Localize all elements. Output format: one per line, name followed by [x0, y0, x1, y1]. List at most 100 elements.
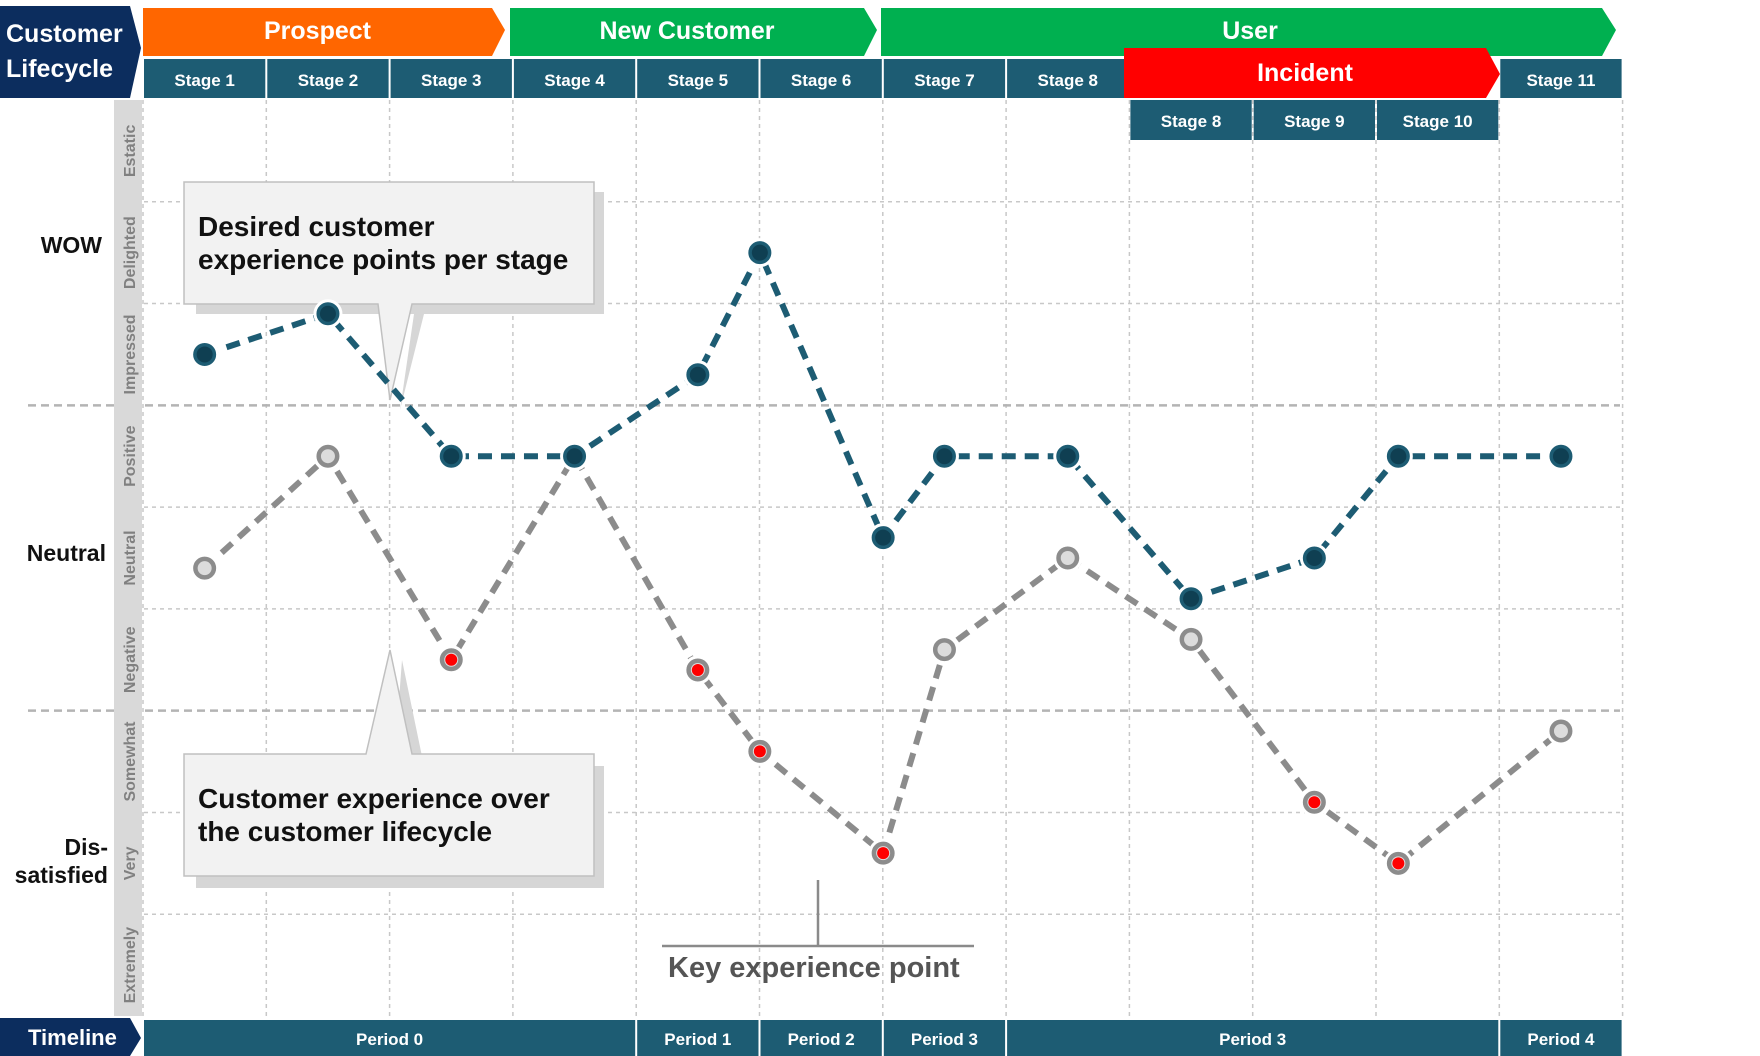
key-point-pointer — [662, 880, 974, 948]
phase-incident — [1124, 48, 1500, 98]
period-label: Period 1 — [664, 1030, 731, 1049]
scale-level-neutral: Neutral — [122, 530, 139, 585]
period-label: Period 0 — [356, 1030, 423, 1049]
data-point-inner — [875, 529, 892, 546]
incident-stage-box — [1253, 100, 1375, 140]
scale-level-delighted: Delighted — [122, 216, 139, 289]
callout-experience-line2: the customer lifecycle — [198, 816, 493, 847]
data-point-inner — [751, 244, 768, 261]
data-point-inner — [197, 561, 212, 576]
stage-box-stage-4 — [513, 59, 636, 98]
group-label-wow: WOW — [40, 232, 102, 258]
scale-column-bg — [114, 100, 142, 1016]
data-point-inner — [566, 448, 583, 465]
group-label-dissatisfied-line2: satisfied — [14, 862, 108, 888]
stage-label-stage-5: Stage 5 — [668, 71, 728, 90]
experience-curves — [190, 238, 1576, 878]
data-point-inner — [1552, 448, 1569, 465]
stage-box-stage-1 — [144, 59, 266, 98]
stage-boxes: Stage 1 Stage 2 Stage 3 Stage 4 Stage 5 Stage… — [144, 59, 1622, 98]
stage-box-stage-5 — [637, 59, 759, 98]
data-point-inner — [1183, 590, 1200, 607]
scale-level-somewhat: Somewhat — [122, 721, 139, 802]
key-experience-point-label: Key experience point — [668, 952, 960, 984]
stage-box-stage-7 — [883, 59, 1006, 98]
key-experience-dot — [877, 847, 890, 860]
stage-box-stage-3 — [390, 59, 512, 98]
timeline-label: Timeline — [28, 1025, 117, 1050]
scale-level-estatic: Estatic — [122, 125, 139, 178]
period-boxes: Period 0 Period 1 Period 2 Period 3 Period 3… — [144, 1020, 1622, 1056]
data-point-inner — [1553, 724, 1568, 739]
callout-experience-line1: Customer experience over — [198, 783, 550, 814]
stage-label-stage-11: Stage 11 — [1526, 71, 1595, 90]
callout-experience-box — [183, 649, 595, 877]
period-label: Period 3 — [911, 1030, 978, 1049]
scale-level-extremely: Extremely — [122, 927, 139, 1004]
data-point-inner — [1059, 448, 1076, 465]
phase-prospect-label: Prospect — [264, 17, 371, 45]
key-experience-dot — [753, 745, 766, 758]
stage-label-stage-2: Stage 2 — [298, 71, 358, 90]
period-box — [637, 1020, 759, 1056]
period-box — [760, 1020, 882, 1056]
key-experience-dot — [1392, 857, 1405, 870]
phase-user — [881, 8, 1616, 56]
stage-box-stage-2 — [267, 59, 389, 98]
incident-stage-label: Stage 8 — [1161, 112, 1221, 131]
group-label-dissatisfied-line1: Dis- — [64, 834, 108, 860]
stage-box-stage-6 — [760, 59, 882, 98]
phase-incident-label: Incident — [1257, 59, 1353, 87]
stage-label-stage-3: Stage 3 — [421, 71, 481, 90]
incident-stage-box — [1130, 100, 1252, 140]
data-point-inner — [1390, 448, 1407, 465]
stage-label-stage-1: Stage 1 — [174, 71, 234, 90]
incident-stage-boxes: Stage 8 Stage 9 Stage 10 — [1130, 100, 1499, 140]
incident-stage-label: Stage 10 — [1403, 112, 1473, 131]
key-experience-dot — [1308, 796, 1321, 809]
incident-stage-label: Stage 9 — [1284, 112, 1344, 131]
period-box — [1500, 1020, 1622, 1056]
scale-column: Estatic Delighted Impressed Positive Neutral… — [114, 100, 142, 1016]
period-box — [144, 1020, 636, 1056]
header: Stage 1 Stage 2 Stage 3 Stage 4 Stage 5 Stage… — [0, 6, 1622, 140]
data-point-inner — [319, 305, 336, 322]
callout-desired-line1: Desired customer — [198, 211, 435, 242]
callout-shapes — [183, 181, 604, 888]
period-label: Period 2 — [788, 1030, 855, 1049]
scale-level-positive: Positive — [122, 425, 139, 486]
phase-new-customer-label: New Customer — [599, 17, 775, 45]
callout-desired-line2: experience points per stage — [198, 244, 569, 275]
scale-level-impressed: Impressed — [122, 314, 139, 394]
scale-level-negative: Negative — [122, 626, 139, 693]
lifecycle-title-line1: Customer — [6, 20, 123, 48]
data-point-inner — [196, 346, 213, 363]
group-label-neutral: Neutral — [26, 540, 106, 566]
stage-box-stage-8 — [1007, 59, 1129, 98]
stage-label-stage-7: Stage 7 — [914, 71, 974, 90]
lifecycle-title-line2: Lifecycle — [6, 55, 114, 83]
phase-user-label: User — [1222, 17, 1278, 45]
phase-new-customer — [510, 8, 877, 56]
period-label: Period 3 — [1219, 1030, 1286, 1049]
period-box — [1007, 1020, 1499, 1056]
series-actual — [190, 441, 1576, 878]
timeline-label-box — [0, 1018, 141, 1056]
data-point-inner — [937, 642, 952, 657]
data-point-inner — [1184, 632, 1199, 647]
lifecycle-title-box — [0, 6, 141, 98]
incident-stage-box — [1377, 100, 1499, 140]
stage-label-stage-8: Stage 8 — [1038, 71, 1098, 90]
data-point-inner — [443, 448, 460, 465]
stage-label-stage-6: Stage 6 — [791, 71, 851, 90]
stage-box-stage-11 — [1500, 59, 1622, 98]
data-point-inner — [320, 449, 335, 464]
data-point-inner — [936, 448, 953, 465]
callout-desired-box — [183, 181, 595, 401]
period-box — [883, 1020, 1006, 1056]
scale-level-very: Very — [122, 846, 139, 880]
data-point-inner — [689, 366, 706, 383]
timeline: Period 0 Period 1 Period 2 Period 3 Period 3… — [0, 1018, 1622, 1056]
period-label: Period 4 — [1527, 1030, 1595, 1049]
